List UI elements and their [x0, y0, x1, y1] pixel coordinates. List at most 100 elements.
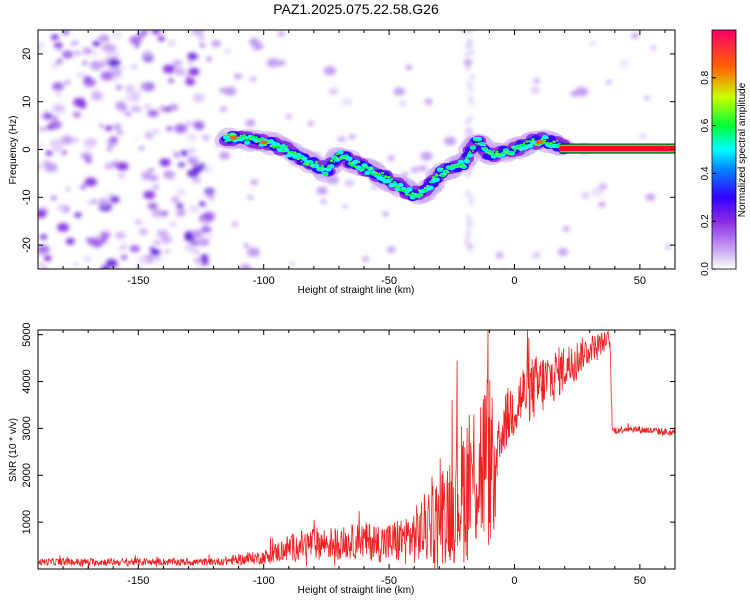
ridge-blob	[360, 169, 363, 171]
noise-blob	[469, 199, 474, 206]
ridge-blob	[425, 185, 430, 188]
noise-blob	[175, 188, 187, 197]
noise-blob	[115, 231, 126, 240]
noise-blob	[60, 135, 74, 145]
noise-blob	[164, 107, 172, 112]
ridge-blob	[541, 134, 549, 140]
ridge-blob	[550, 142, 553, 144]
noise-blob	[51, 82, 65, 91]
noise-blob	[591, 187, 604, 197]
noise-blob	[466, 228, 471, 235]
noise-blob	[166, 126, 173, 131]
noise-blob	[131, 64, 137, 69]
noise-blob	[38, 244, 50, 254]
noise-blob	[195, 161, 201, 165]
noise-blob	[418, 165, 427, 172]
ridge-blob	[333, 161, 336, 163]
noise-blob	[186, 156, 199, 165]
ridge-blob	[402, 187, 405, 189]
noise-blob	[124, 93, 135, 101]
noise-blob	[188, 67, 200, 76]
noise-blob	[208, 234, 214, 239]
ridge-blob	[366, 166, 369, 168]
noise-blob	[184, 234, 195, 242]
noise-blob	[151, 208, 164, 218]
noise-blob	[152, 240, 161, 246]
noise-blob	[316, 186, 328, 195]
noise-blob	[80, 152, 92, 161]
noise-blob	[211, 40, 222, 48]
y-tick-label: -20	[21, 237, 33, 253]
noise-blob	[116, 85, 123, 90]
ridge-blob	[468, 150, 471, 152]
noise-blob	[152, 129, 160, 135]
noise-blob	[639, 134, 647, 139]
noise-blob	[112, 78, 117, 82]
noise-blob	[92, 40, 101, 47]
noise-blob	[198, 35, 205, 41]
ridge-blob	[391, 182, 398, 187]
noise-blob	[138, 146, 144, 151]
noise-blob	[50, 62, 60, 69]
ridge-blob	[444, 173, 447, 176]
ridge-blob	[281, 148, 286, 152]
noise-blob	[289, 261, 296, 266]
figure-title: PAZ1.2025.075.22.58.G26	[273, 1, 439, 17]
ridge-blob	[414, 193, 417, 195]
ridge-blob	[251, 135, 255, 138]
ridge-blob	[528, 140, 532, 143]
noise-blob	[467, 127, 472, 134]
ridge-blob	[390, 185, 393, 187]
noise-blob	[44, 162, 58, 173]
noise-blob	[180, 150, 189, 157]
noise-blob	[132, 106, 142, 113]
ridge-blob	[297, 158, 300, 160]
ridge-blob	[510, 150, 514, 154]
ridge-blob	[407, 193, 412, 197]
ridge-blob	[383, 175, 388, 179]
noise-blob	[387, 155, 395, 161]
noise-blob	[137, 255, 149, 264]
noise-blob	[192, 162, 206, 172]
ridge-hotspot	[535, 140, 544, 145]
noise-blob	[144, 132, 154, 139]
noise-blob	[38, 144, 43, 148]
colorbar-label: Normalized spectral amplitude	[737, 82, 748, 217]
ridge-blob	[535, 144, 537, 146]
noise-blob	[644, 95, 651, 100]
ridge-blob	[450, 164, 453, 166]
ridge-blob	[519, 143, 523, 147]
noise-blob	[495, 252, 504, 259]
noise-blob	[44, 160, 51, 165]
noise-blob	[82, 61, 88, 65]
noise-blob	[194, 258, 201, 264]
ridge-blob	[375, 171, 378, 174]
noise-blob	[205, 191, 214, 198]
colorbar-tick-label: 0.6	[700, 118, 711, 132]
noise-blob	[188, 148, 195, 153]
ridge-blob	[267, 141, 270, 143]
ridge-blob	[293, 152, 298, 155]
ridge-blob	[487, 151, 489, 154]
noise-blob	[570, 91, 579, 97]
noise-blob	[463, 59, 473, 66]
ridge-blob	[351, 161, 354, 163]
ridge-blob	[516, 145, 520, 149]
noise-blob	[468, 37, 473, 44]
ridge-blob	[350, 164, 355, 167]
noise-blob	[73, 50, 81, 56]
colorbar-tick-label: 0.0	[700, 262, 711, 276]
noise-blob	[38, 252, 43, 256]
noise-blob	[147, 202, 158, 210]
noise-blob	[250, 179, 259, 186]
ridge-blob	[429, 187, 432, 189]
ridge-blob	[368, 170, 373, 174]
ridge-blob	[338, 157, 343, 161]
noise-blob	[277, 31, 285, 37]
y-tick-label: 0	[21, 146, 33, 152]
colorbar-gradient	[711, 29, 737, 270]
ridge-blob	[359, 167, 364, 170]
ridge-blob	[227, 133, 231, 136]
noise-blob	[224, 48, 231, 54]
